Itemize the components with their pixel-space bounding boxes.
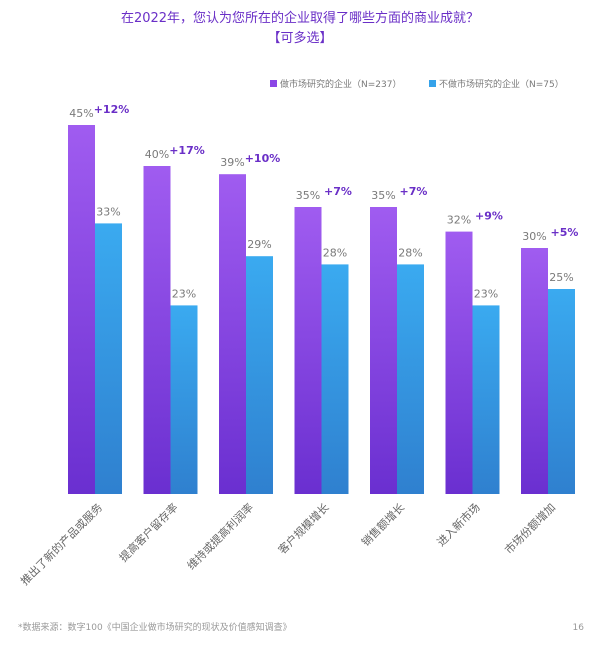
legend-label-series-1: 做市场研究的企业（N=237） xyxy=(280,78,401,90)
category-label-4: 客户规模增长 xyxy=(275,500,332,557)
bar-series-2-6 xyxy=(472,305,500,494)
bar-series-1-4 xyxy=(294,207,322,494)
chart-title: 在2022年，您认为您所在的企业取得了哪些方面的商业成就？ xyxy=(121,10,479,26)
bar-series-1-3 xyxy=(219,174,246,494)
bar-series-2-4 xyxy=(321,264,349,494)
data-labels: 45% 33% +12% 40% 23% +17% 39% 29% +10% 35% 28% +7% 3… xyxy=(69,103,578,300)
value-label-series-1-4: 35% xyxy=(296,189,320,202)
value-label-series-2-5: 28% xyxy=(398,246,422,259)
difference-label-5: +7% xyxy=(400,185,428,198)
value-label-series-1-3: 39% xyxy=(220,156,244,169)
category-label-6: 进入新市场 xyxy=(434,500,483,549)
page-number: 16 xyxy=(573,623,585,633)
difference-label-4: +7% xyxy=(324,185,352,198)
bar-series-1-2 xyxy=(143,166,171,494)
category-labels: 推出了新的产品或服务 提高客户留存率 维持或提高利润率 客户规模增长 销售额增长 进入新市… xyxy=(17,500,558,588)
category-label-5: 销售额增长 xyxy=(358,500,407,549)
category-label-3: 维持或提高利润率 xyxy=(184,500,256,572)
bar-series-2-1 xyxy=(95,223,122,494)
value-label-series-1-6: 32% xyxy=(447,214,471,227)
legend: 做市场研究的企业（N=237） 不做市场研究的企业（N=75） xyxy=(270,78,564,90)
difference-label-3: +10% xyxy=(245,152,281,165)
value-label-series-1-1: 45% xyxy=(69,107,93,120)
difference-label-7: +5% xyxy=(551,226,579,239)
legend-swatch-series-2 xyxy=(429,80,436,87)
value-label-series-2-4: 28% xyxy=(323,246,347,259)
difference-label-1: +12% xyxy=(94,103,130,116)
legend-swatch-series-1 xyxy=(270,80,277,87)
difference-label-6: +9% xyxy=(475,210,503,223)
bar-series-2-3 xyxy=(246,256,273,494)
value-label-series-2-1: 33% xyxy=(96,205,120,218)
legend-label-series-2: 不做市场研究的企业（N=75） xyxy=(439,78,564,90)
category-label-2: 提高客户留存率 xyxy=(116,500,180,564)
value-label-series-1-7: 30% xyxy=(522,230,546,243)
value-label-series-2-2: 23% xyxy=(172,287,196,300)
bar-series-1-5 xyxy=(370,207,397,494)
value-label-series-1-2: 40% xyxy=(145,148,169,161)
value-label-series-2-6: 23% xyxy=(474,287,498,300)
footnote: *数据来源：数字100《中国企业做市场研究的现状及价值感知调查》 xyxy=(18,621,292,633)
bar-series-1-6 xyxy=(445,231,473,494)
value-label-series-1-5: 35% xyxy=(371,189,395,202)
category-label-1: 推出了新的产品或服务 xyxy=(17,500,105,588)
bar-series-2-7 xyxy=(548,289,575,494)
bar-series-1-7 xyxy=(521,248,548,494)
category-label-7: 市场份额增加 xyxy=(502,500,559,557)
bar-series-1-1 xyxy=(68,125,95,494)
bar-series-2-2 xyxy=(170,305,198,494)
chart-subtitle: 【可多选】 xyxy=(267,30,332,46)
bar-series-2-5 xyxy=(397,264,424,494)
difference-label-2: +17% xyxy=(169,144,205,157)
value-label-series-2-3: 29% xyxy=(247,238,271,251)
value-label-series-2-7: 25% xyxy=(549,271,573,284)
bars xyxy=(68,125,575,494)
